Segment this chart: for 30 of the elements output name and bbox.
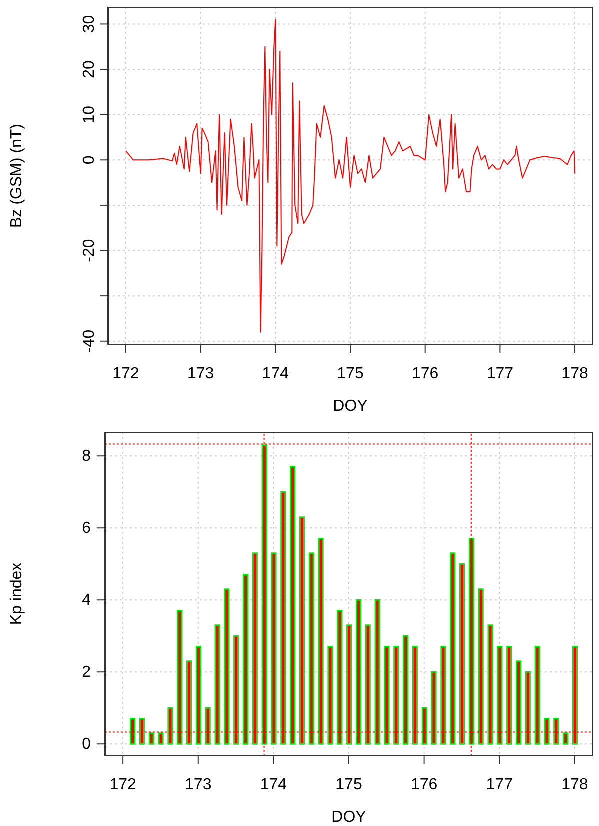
y-tick-label: 0 [81, 156, 98, 165]
x-tick-label: 175 [337, 365, 364, 382]
line-series [125, 19, 576, 333]
y-tick-label: 8 [82, 448, 92, 466]
x-tick-label: 175 [336, 776, 362, 794]
x-tick-label: 178 [562, 776, 588, 794]
y-tick-label: 6 [82, 520, 92, 538]
x-tick-label: 174 [262, 365, 290, 382]
y-tick-label: 2 [82, 664, 92, 682]
x-tick-label: 172 [112, 365, 140, 382]
x-tick-label: 172 [110, 776, 137, 794]
x-tick-label: 177 [486, 365, 514, 382]
x-tick-label: 177 [486, 776, 514, 794]
x-tick-label: 173 [185, 776, 212, 794]
y-tick-label: 30 [81, 15, 98, 34]
y-tick-label: 10 [81, 106, 98, 124]
y-tick-label: 4 [82, 592, 92, 610]
x-tick-label: 178 [562, 365, 588, 382]
x-tick-label: 174 [260, 776, 288, 794]
y-tick-label: 20 [81, 60, 98, 78]
x-tick-label: 176 [412, 365, 439, 382]
y-tick-label: 0 [82, 736, 92, 754]
x-axis-title: DOY [333, 398, 368, 415]
x-tick-label: 173 [187, 365, 214, 382]
x-axis-title: DOY [332, 809, 367, 826]
y-tick-label: -20 [81, 239, 98, 262]
y-axis-title: Bz (GSM) (nT) [8, 124, 26, 228]
y-axis-title: Kp index [8, 562, 26, 626]
y-tick-label: -40 [81, 330, 98, 353]
x-tick-label: 176 [410, 776, 438, 794]
